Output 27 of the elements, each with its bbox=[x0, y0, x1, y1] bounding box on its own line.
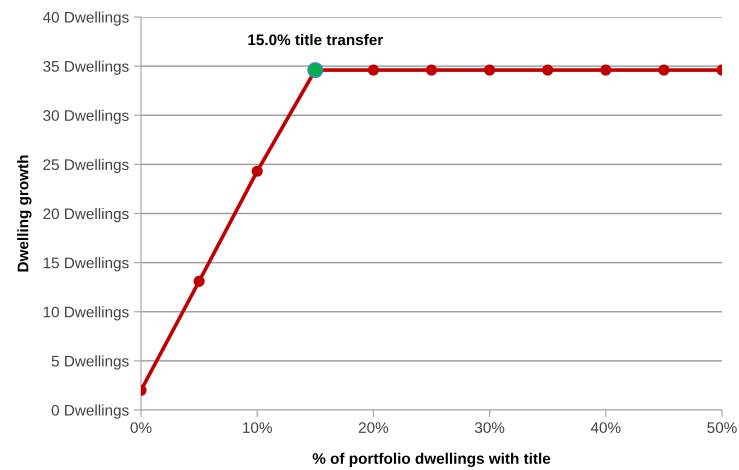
point bbox=[307, 62, 324, 78]
x-tick-label: 40% bbox=[590, 422, 621, 434]
point bbox=[426, 64, 438, 76]
point bbox=[252, 166, 263, 177]
y-tick-label: 5 Dwellings bbox=[52, 355, 129, 370]
annotation: 15.0% title transfer bbox=[248, 34, 384, 46]
y-tick-label: 20 Dwellings bbox=[43, 208, 129, 222]
x-tick-label: 0% bbox=[130, 422, 152, 434]
x-tick-label: 10% bbox=[243, 422, 272, 434]
point bbox=[600, 64, 612, 76]
x-axis-title: % of portfolio dwellings with title bbox=[312, 452, 550, 468]
point bbox=[542, 64, 554, 76]
y-axis-title: Dwelling growth bbox=[17, 155, 32, 272]
x-tick-label: 30% bbox=[474, 422, 504, 434]
y-tick-label: 15 Dwellings bbox=[44, 257, 129, 272]
y-tick-label: 0 Dwellings bbox=[52, 404, 129, 419]
point bbox=[194, 276, 205, 287]
point bbox=[658, 64, 670, 76]
y-tick-label: 10 Dwellings bbox=[44, 306, 129, 320]
y-tick-label: 30 Dwellings bbox=[43, 110, 129, 124]
point bbox=[368, 64, 379, 76]
y-tick-label: 40 Dwellings bbox=[42, 11, 129, 26]
point bbox=[484, 64, 496, 76]
x-tick-label: 20% bbox=[358, 422, 388, 434]
y-tick-label: 25 Dwellings bbox=[43, 158, 129, 174]
x-tick-label: 50% bbox=[707, 422, 737, 434]
y-tick-label: 35 Dwellings bbox=[43, 60, 129, 75]
